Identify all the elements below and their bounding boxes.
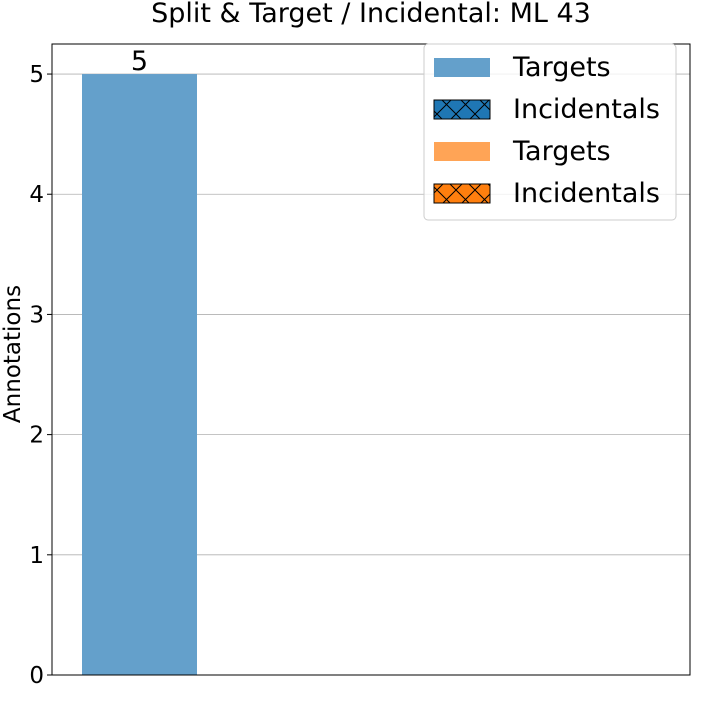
legend-label: Incidentals	[513, 178, 660, 209]
y-tick-label: 3	[29, 302, 44, 328]
data-labels: 5	[131, 46, 148, 77]
legend-label: Targets	[512, 52, 611, 83]
bars	[82, 74, 197, 676]
legend: Targets Incidentals Targets Incidentals	[423, 43, 677, 221]
y-axis-ticks: 0 1 2 3 4 5	[29, 62, 52, 689]
legend-swatch	[434, 58, 490, 77]
bar-value-label: 5	[131, 46, 148, 77]
bar-targets	[82, 74, 197, 676]
y-tick-label: 2	[29, 423, 44, 449]
y-tick-label: 5	[29, 62, 44, 88]
legend-label: Targets	[512, 136, 611, 167]
legend-swatch-hatch	[433, 183, 491, 204]
y-tick-label: 0	[29, 663, 44, 689]
legend-swatch-hatch	[433, 99, 491, 120]
chart-title: Split & Target / Incidental: ML 43	[151, 0, 591, 29]
y-tick-label: 1	[29, 543, 44, 569]
y-tick-label: 4	[29, 182, 44, 208]
legend-label: Incidentals	[513, 94, 660, 125]
plot-frame	[51, 43, 691, 676]
legend-swatch	[434, 142, 490, 161]
legend-frame	[423, 43, 677, 221]
y-axis-label: Annotations	[0, 285, 26, 423]
